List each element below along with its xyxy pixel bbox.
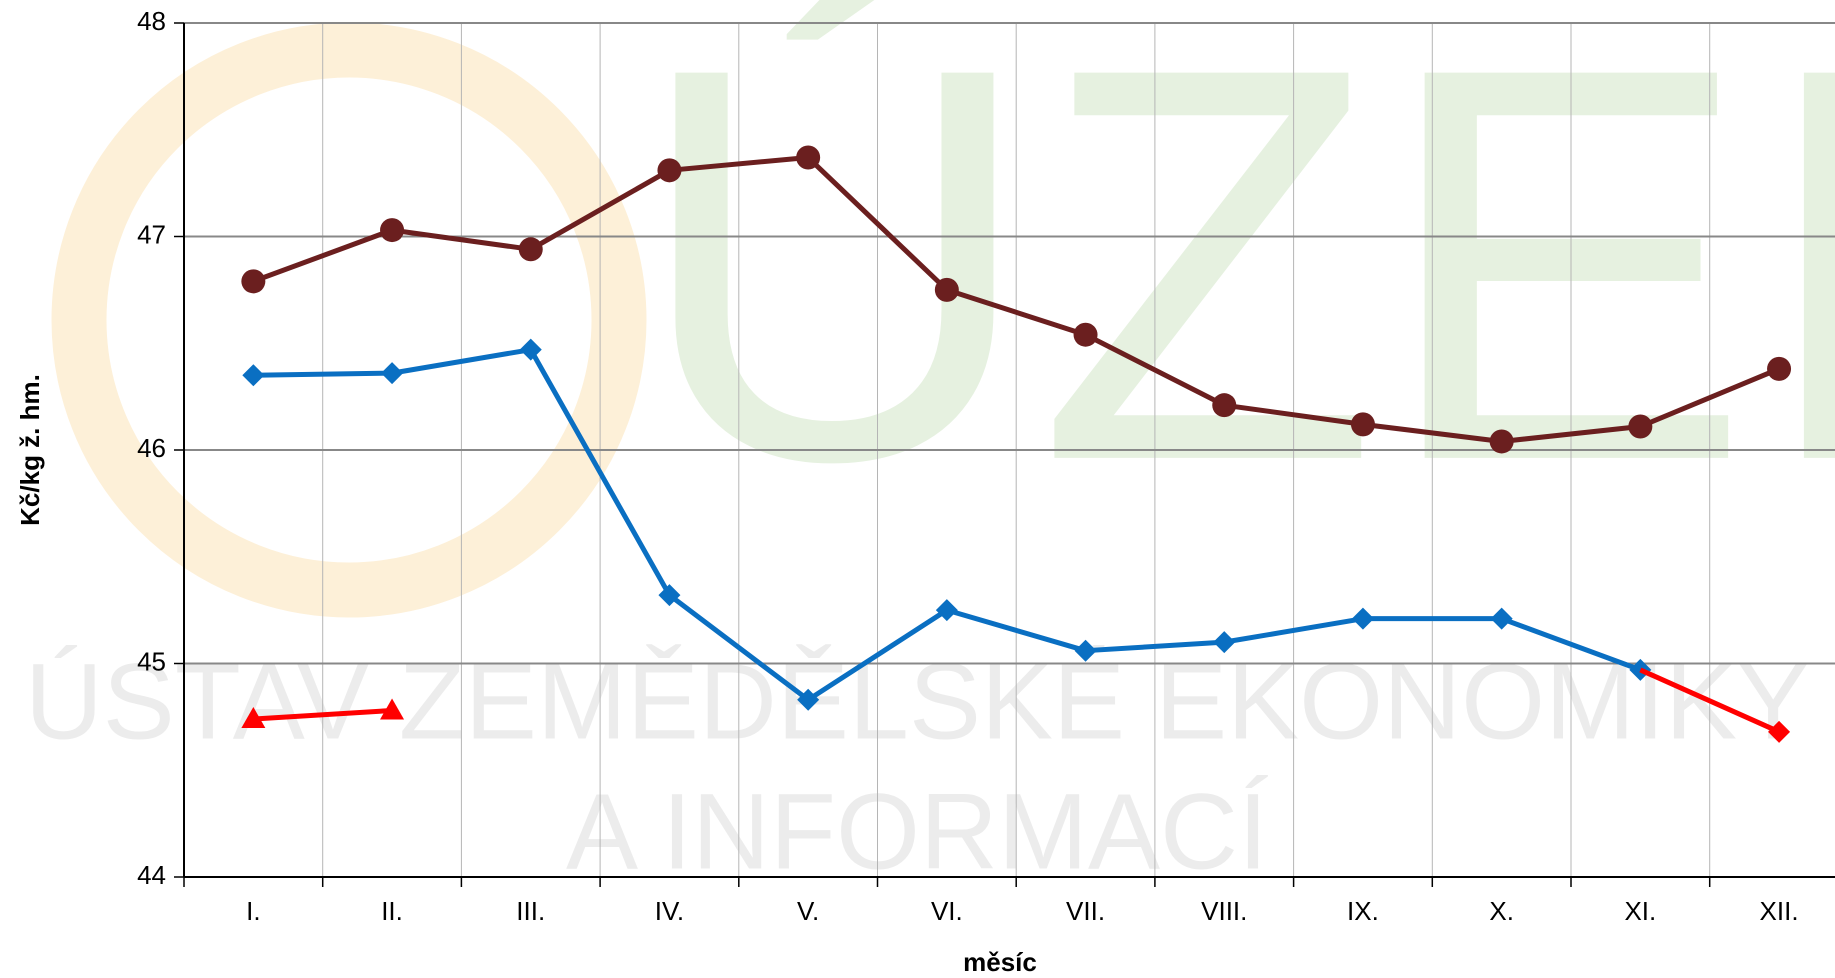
y-axis-label: Kč/kg ž. hm. [15,374,45,526]
point [1351,607,1374,630]
point [1628,414,1653,439]
y-tick-label: 44 [137,860,166,890]
point [657,158,682,183]
watermark-logo: ÚZEI [632,0,1835,577]
y-tick-label: 46 [137,433,166,463]
x-tick-label: VII. [1066,896,1105,926]
point [380,218,405,243]
x-tick-label: XII. [1760,896,1799,926]
x-tick-label: IX. [1347,896,1379,926]
watermark-line: A INFORMACÍ [566,771,1268,892]
x-tick-label: III. [516,896,545,926]
x-tick-label: XI. [1624,896,1656,926]
point [934,277,959,302]
point [1073,322,1098,347]
watermark: ÚZEI ÚSTAV ZEMĚDĚLSKÉ EKONOMIKY A INFORM… [25,0,1835,892]
x-tick-label: I. [246,896,260,926]
x-tick-label: VI. [931,896,963,926]
point [380,698,405,720]
point [1213,631,1236,654]
point [1212,393,1237,418]
y-tick-label: 47 [137,219,166,249]
point [519,338,542,361]
logo-ring [51,22,647,618]
point [381,362,404,385]
y-tick-label: 45 [137,646,166,676]
point [935,599,958,622]
point [241,269,266,294]
x-tick-label: VIII. [1201,896,1247,926]
x-axis-label: měsíc [963,947,1037,977]
watermark-line: ÚSTAV ZEMĚDĚLSKÉ EKONOMIKY [25,641,1809,762]
x-tick-label: II. [381,896,403,926]
series-line [253,667,1781,735]
point [1490,607,1513,630]
point [242,364,265,387]
series-line [252,155,1781,444]
point [1768,720,1791,743]
point [1350,412,1375,437]
point [241,707,266,729]
x-tick-label: IV. [655,896,684,926]
point [658,584,681,607]
point [796,145,821,170]
point [797,688,820,711]
point [1767,356,1792,381]
y-tick-label: 48 [137,6,166,36]
point [1489,429,1514,454]
x-tick-label: V. [797,896,819,926]
point [518,237,543,262]
point [1074,639,1097,662]
x-tick-label: X. [1489,896,1514,926]
